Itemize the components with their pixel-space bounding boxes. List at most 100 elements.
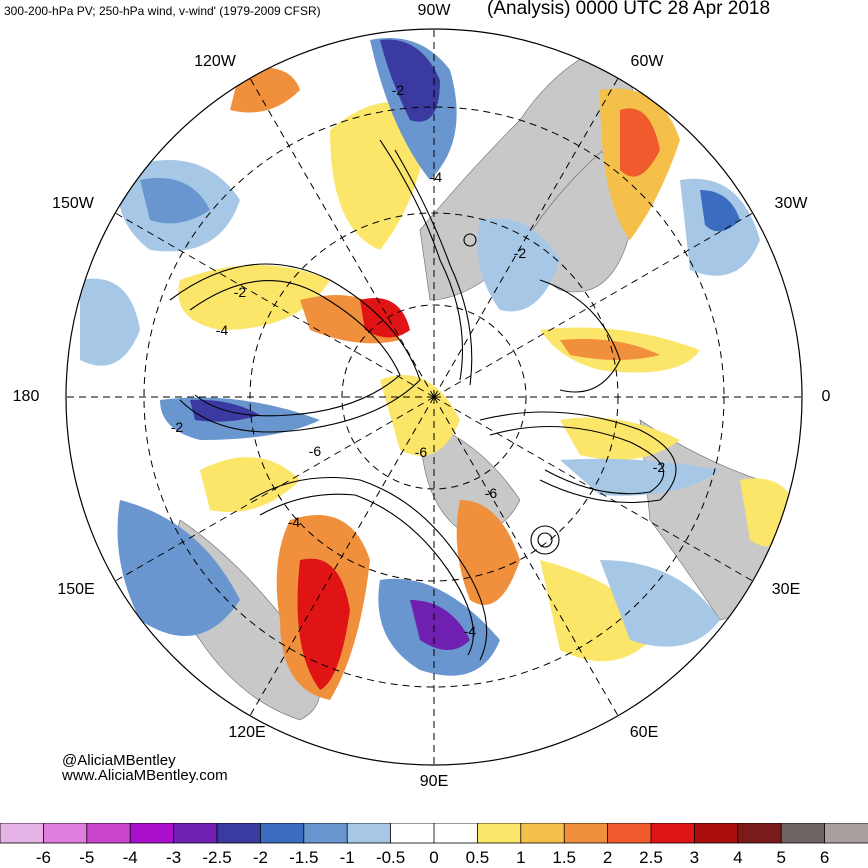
colorbar-swatch [259, 823, 305, 844]
pv-blob-warm [360, 298, 410, 338]
pv-contour [249, 476, 488, 661]
lon-label-150e: 150E [57, 581, 95, 598]
pv-blob-cool [477, 218, 560, 312]
lon-label-30w: 30W [774, 195, 808, 212]
pv-blob-cool [80, 278, 140, 366]
colorbar-tick-label: -4 [122, 848, 138, 867]
pv-contour-label: -2 [171, 419, 184, 435]
meridian-line [433, 78, 619, 398]
pv-contour [394, 149, 473, 386]
pv-contour [489, 426, 665, 495]
colorbar-tick-label: 0.5 [465, 848, 490, 867]
map-boundary [65, 28, 803, 766]
pv-contour [169, 263, 421, 433]
colorbar-tick-label: -6 [35, 848, 51, 867]
pv-contour-closed [463, 233, 477, 247]
lon-label-150w: 150W [52, 195, 94, 212]
lon-label-0: 0 [821, 388, 831, 405]
pv-blob-warm [200, 457, 300, 512]
colorbar-tick-label: 5 [776, 848, 786, 867]
pv-blob-cool [560, 458, 720, 496]
pv-contour-label: -4 [216, 322, 229, 338]
colorbar-tick-label: 3 [689, 848, 700, 867]
colorbar-tick-label: -1 [339, 848, 355, 867]
colorbar-tick-label: -1.5 [289, 848, 319, 867]
meridian-line [115, 212, 435, 398]
colorbar-tick-label: 2.5 [639, 848, 663, 867]
pv-contour-label: -2 [392, 82, 405, 98]
colorbar-tick-label: -3 [166, 848, 182, 867]
pv-negative-shading [80, 38, 760, 676]
pv-contours [169, 139, 677, 661]
colorbar-swatch [650, 823, 696, 844]
colorbar-swatch [0, 823, 45, 844]
colorbar-tick-label: 1.5 [552, 848, 577, 867]
pv-contour-label: -2 [234, 284, 247, 300]
latitude-circle [341, 304, 527, 490]
pv-contour-closed [530, 525, 560, 555]
colorbar-swatch [737, 823, 783, 844]
pv-blob-warm [560, 339, 660, 360]
colorbar-swatch [694, 823, 739, 844]
colorbar-swatch [780, 823, 826, 844]
colorbar-tick-label: -2 [252, 848, 268, 867]
credit-handle: @AliciaMBentley [62, 752, 176, 769]
pv-blob-warm [178, 265, 330, 330]
pv-contour-labels: -2 -4 -2 -2 -4 -6 -6 -6 -2 -4 -4 -2 [171, 82, 666, 639]
pv-blob-cool [117, 500, 240, 636]
colorbar-tick-label: 2 [602, 848, 613, 867]
meridian-line [249, 78, 435, 398]
pv-contour-label: -6 [485, 485, 498, 501]
lon-label-60w: 60W [630, 53, 664, 70]
pv-contour [189, 280, 401, 417]
header-left-title: 300-200-hPa PV; 250-hPa wind, v-wind' (1… [4, 4, 321, 18]
pv-blob-warm [380, 375, 460, 456]
pv-contour-label: -2 [514, 245, 527, 261]
colorbar-tick-label: 4 [733, 848, 743, 867]
pv-contour-label: -4 [288, 514, 301, 530]
colorbar-swatch [346, 823, 392, 844]
colorbar-tick-label: 0 [429, 848, 439, 867]
lon-label-30e: 30E [771, 581, 801, 598]
colorbar-swatch [824, 823, 868, 844]
pv-blob-warm [620, 108, 660, 177]
lon-label-120w: 120W [194, 53, 236, 70]
lon-label-180: 180 [12, 388, 40, 405]
pv-contour-label: -6 [415, 444, 428, 460]
pv-blob-cool [700, 190, 740, 232]
pv-contour-label: -6 [309, 443, 322, 459]
colorbar-swatch [433, 823, 479, 844]
pv-contour-label: -4 [430, 169, 443, 185]
colorbar-swatch [563, 823, 609, 844]
colorbar-swatch [43, 823, 88, 844]
colorbar-swatch [173, 823, 218, 844]
colorbar-swatch [476, 823, 522, 844]
colorbar-swatch [129, 823, 175, 844]
meridian-line [115, 396, 435, 582]
colorbar-tick-label: 1 [516, 848, 526, 867]
pv-blob-cool [600, 560, 720, 647]
pv-contour [539, 279, 621, 393]
meridian-line [433, 396, 619, 716]
colorbar-tick-label: -5 [79, 848, 95, 867]
lon-label-60e: 60E [629, 724, 659, 741]
pv-blob-cool [410, 600, 470, 650]
pv-blob-cool [380, 39, 440, 122]
colorbar-swatch [303, 823, 349, 844]
graticule [66, 29, 802, 765]
lon-label-90e: 90E [419, 773, 449, 790]
pv-blob-warm [297, 558, 350, 690]
credit-url: www.AliciaMBentley.com [62, 767, 228, 784]
pv-contour [259, 493, 474, 656]
lon-label-120e: 120E [228, 724, 266, 741]
colorbar [0, 823, 868, 844]
colorbar-swatch [390, 823, 435, 844]
pv-blob-cool [140, 178, 210, 224]
colorbar-swatch [520, 823, 566, 844]
pv-contour-label: -2 [653, 459, 666, 475]
pv-contour-closed [537, 532, 553, 548]
meridian-line [249, 396, 435, 716]
colorbar-tick-label: 6 [819, 848, 830, 867]
lon-label-90w: 90W [417, 2, 451, 19]
colorbar-tick-label: -0.5 [375, 848, 406, 867]
